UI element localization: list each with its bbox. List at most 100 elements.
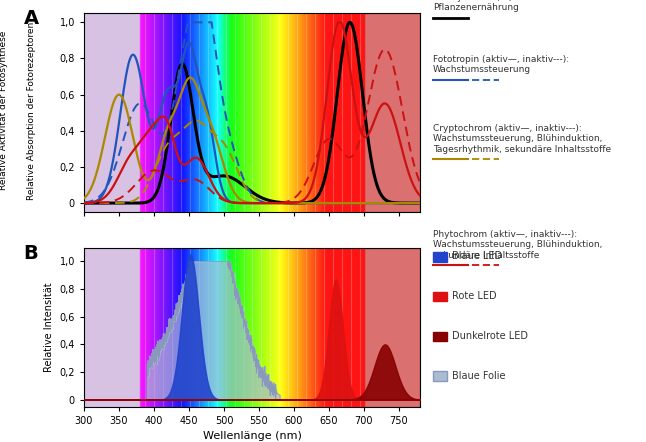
Bar bbox=[209, 248, 210, 407]
Bar bbox=[256, 13, 257, 212]
Bar bbox=[294, 248, 295, 407]
Bar bbox=[228, 13, 229, 212]
X-axis label: Wellenlänge (nm): Wellenlänge (nm) bbox=[202, 431, 302, 441]
Bar bbox=[142, 13, 143, 212]
Bar bbox=[351, 13, 353, 212]
Bar bbox=[273, 13, 274, 212]
Bar bbox=[185, 248, 186, 407]
Bar bbox=[321, 13, 322, 212]
Bar bbox=[214, 248, 215, 407]
Bar bbox=[285, 248, 286, 407]
Bar bbox=[84, 248, 140, 407]
Bar bbox=[284, 13, 285, 212]
Bar bbox=[210, 13, 211, 212]
Bar bbox=[189, 13, 191, 212]
Bar bbox=[231, 248, 233, 407]
Bar bbox=[249, 248, 250, 407]
Bar bbox=[204, 13, 205, 212]
Text: Fotosynthese (—):
Pflanzenernährung: Fotosynthese (—): Pflanzenernährung bbox=[433, 0, 519, 12]
Bar bbox=[280, 13, 282, 212]
Bar bbox=[297, 13, 298, 212]
Bar bbox=[180, 13, 182, 212]
Bar bbox=[297, 248, 298, 407]
Bar bbox=[311, 13, 312, 212]
Bar bbox=[340, 248, 341, 407]
Bar bbox=[207, 248, 209, 407]
Bar bbox=[265, 13, 266, 212]
Bar bbox=[301, 248, 302, 407]
Bar bbox=[247, 13, 248, 212]
Bar bbox=[276, 13, 277, 212]
Bar bbox=[168, 248, 169, 407]
Bar bbox=[274, 248, 275, 407]
Bar bbox=[236, 13, 238, 212]
Bar bbox=[271, 248, 273, 407]
Bar bbox=[287, 13, 289, 212]
Bar bbox=[283, 248, 284, 407]
Bar bbox=[200, 13, 201, 212]
Bar bbox=[248, 13, 249, 212]
Bar bbox=[318, 248, 319, 407]
Bar bbox=[268, 248, 269, 407]
Bar bbox=[220, 13, 221, 212]
Bar bbox=[176, 13, 177, 212]
Bar bbox=[182, 13, 183, 212]
Bar bbox=[320, 248, 321, 407]
Bar bbox=[249, 13, 250, 212]
Bar bbox=[180, 248, 182, 407]
Bar bbox=[171, 248, 172, 407]
Bar bbox=[158, 13, 159, 212]
Bar bbox=[309, 248, 310, 407]
Bar bbox=[293, 13, 294, 212]
Bar bbox=[184, 13, 185, 212]
Bar bbox=[189, 248, 191, 407]
Bar bbox=[166, 13, 167, 212]
Bar bbox=[345, 248, 346, 407]
Bar bbox=[202, 248, 203, 407]
Bar bbox=[282, 248, 283, 407]
Bar bbox=[269, 248, 271, 407]
Text: Blaue Folie: Blaue Folie bbox=[452, 371, 506, 381]
Bar bbox=[263, 248, 264, 407]
Bar bbox=[307, 13, 309, 212]
Bar bbox=[172, 13, 174, 212]
Bar bbox=[339, 248, 340, 407]
Bar bbox=[148, 13, 149, 212]
Bar bbox=[157, 248, 158, 407]
Bar bbox=[186, 13, 187, 212]
Bar bbox=[359, 13, 360, 212]
Bar bbox=[150, 248, 151, 407]
Bar bbox=[142, 248, 143, 407]
Bar bbox=[262, 13, 263, 212]
Bar bbox=[330, 13, 331, 212]
Bar bbox=[282, 13, 283, 212]
Bar bbox=[324, 248, 326, 407]
Bar bbox=[152, 13, 154, 212]
Bar bbox=[268, 13, 269, 212]
Bar bbox=[143, 13, 145, 212]
Bar bbox=[238, 13, 239, 212]
Bar bbox=[195, 248, 196, 407]
Bar bbox=[192, 13, 193, 212]
Text: A: A bbox=[23, 9, 39, 28]
Bar bbox=[310, 13, 311, 212]
Bar bbox=[335, 13, 336, 212]
Bar bbox=[204, 248, 205, 407]
Bar bbox=[350, 13, 351, 212]
Bar bbox=[211, 13, 212, 212]
Bar bbox=[348, 13, 349, 212]
Bar bbox=[186, 248, 187, 407]
Bar bbox=[240, 13, 241, 212]
Bar bbox=[192, 248, 193, 407]
Bar bbox=[349, 248, 350, 407]
Bar bbox=[275, 13, 276, 212]
Text: Phytochrom (aktiv—, inaktiv---):
Wachstumssteuerung, Blühinduktion,
sekundäre In: Phytochrom (aktiv—, inaktiv---): Wachstu… bbox=[433, 230, 602, 260]
Bar bbox=[176, 248, 177, 407]
Bar bbox=[295, 13, 297, 212]
Bar bbox=[276, 248, 277, 407]
Bar bbox=[350, 248, 351, 407]
Bar bbox=[347, 248, 348, 407]
Bar bbox=[359, 248, 360, 407]
Bar bbox=[157, 13, 158, 212]
Bar bbox=[230, 248, 231, 407]
